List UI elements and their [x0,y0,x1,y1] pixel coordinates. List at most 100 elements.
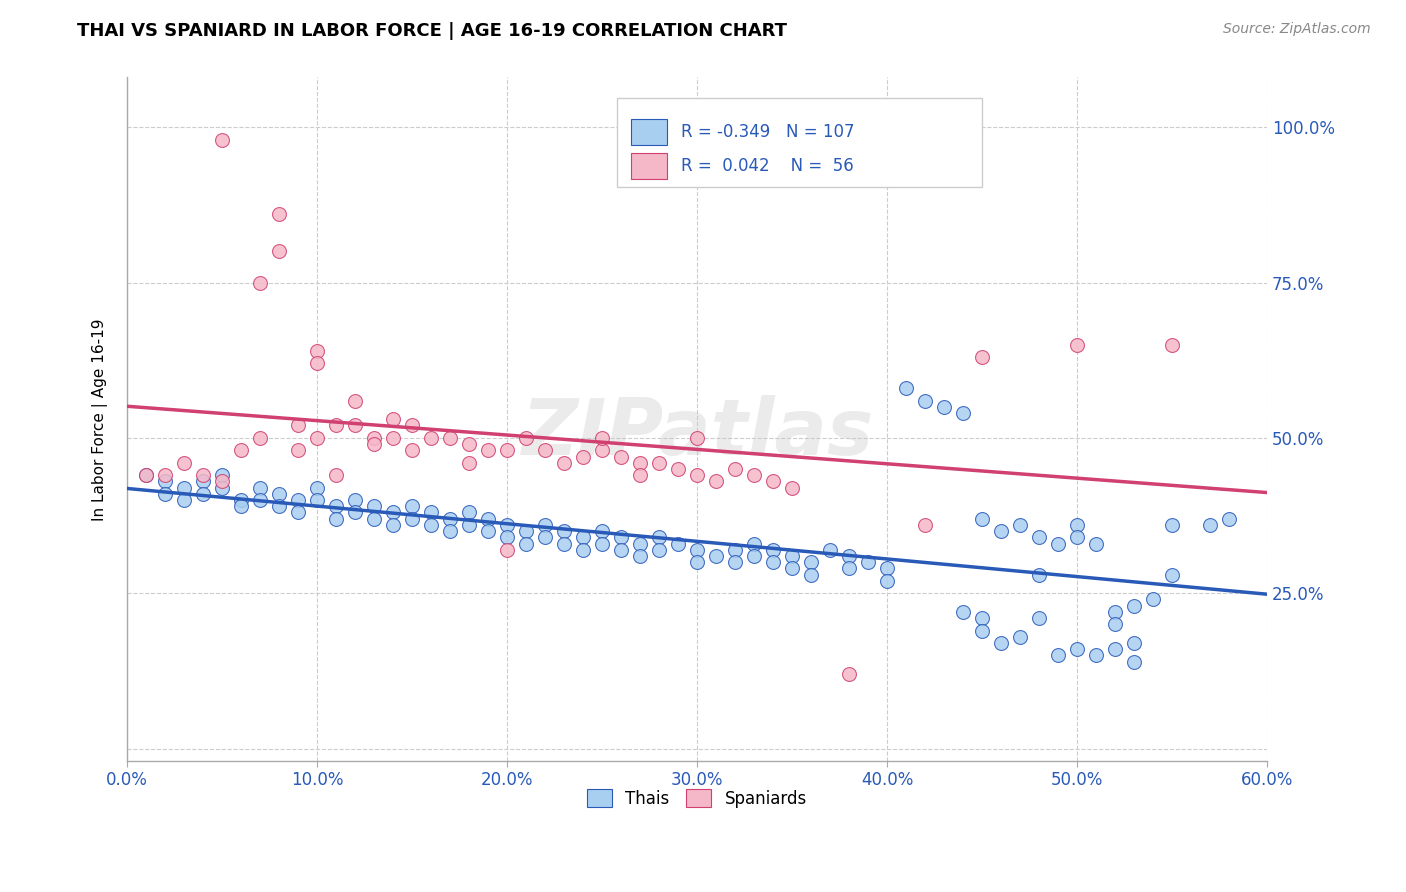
Point [591,536,613,550]
Point [229,500,252,514]
Point [724,542,747,557]
Point [780,561,803,575]
Point [135,468,157,483]
Point [211,468,233,483]
Point [1084,648,1107,663]
Point [970,611,993,625]
Point [363,500,385,514]
Point [135,468,157,483]
Point [686,542,709,557]
Point [439,524,461,538]
Point [648,542,671,557]
Point [1008,630,1031,644]
Point [952,406,974,420]
Point [1066,337,1088,351]
Point [211,481,233,495]
Point [477,443,499,458]
Text: R = -0.349   N = 107: R = -0.349 N = 107 [681,123,855,141]
Point [1028,611,1050,625]
Point [1028,530,1050,544]
Point [1104,642,1126,657]
Point [1218,511,1240,525]
Point [914,517,936,532]
Point [173,481,195,495]
Text: ZIPatlas: ZIPatlas [520,395,873,471]
Point [305,493,328,508]
Point [287,506,309,520]
Point [420,431,443,445]
Point [724,462,747,476]
Point [1142,592,1164,607]
Point [1161,337,1184,351]
Point [173,456,195,470]
Point [267,207,290,221]
Point [249,431,271,445]
Point [1028,567,1050,582]
Point [229,443,252,458]
Point [724,555,747,569]
Point [1104,605,1126,619]
Point [287,418,309,433]
Point [780,549,803,563]
Point [628,536,651,550]
Point [648,456,671,470]
Point [628,468,651,483]
Point [553,456,575,470]
Point [458,517,481,532]
Point [401,443,423,458]
Point [1008,517,1031,532]
Point [249,276,271,290]
Point [610,542,633,557]
Text: THAI VS SPANIARD IN LABOR FORCE | AGE 16-19 CORRELATION CHART: THAI VS SPANIARD IN LABOR FORCE | AGE 16… [77,22,787,40]
Point [191,487,214,501]
Point [742,468,765,483]
Point [704,475,727,489]
Point [1122,655,1144,669]
Point [1199,517,1222,532]
Text: Source: ZipAtlas.com: Source: ZipAtlas.com [1223,22,1371,37]
Point [686,431,709,445]
Point [229,493,252,508]
Point [477,511,499,525]
Bar [631,120,668,145]
Point [762,555,785,569]
Point [534,530,557,544]
Point [648,530,671,544]
Point [800,555,823,569]
Point [686,555,709,569]
Point [344,393,367,408]
Point [211,132,233,146]
Point [458,456,481,470]
Point [762,542,785,557]
Point [572,542,595,557]
Point [153,468,176,483]
Point [382,431,405,445]
Point [1066,530,1088,544]
Point [401,418,423,433]
Point [856,555,879,569]
Point [742,536,765,550]
Point [305,481,328,495]
Point [780,481,803,495]
Point [363,511,385,525]
Point [970,350,993,364]
Text: R =  0.042    N =  56: R = 0.042 N = 56 [681,157,853,176]
Point [477,524,499,538]
Point [591,431,613,445]
Point [686,468,709,483]
Point [932,400,955,414]
Point [249,493,271,508]
Point [610,530,633,544]
Point [990,636,1012,650]
Point [553,524,575,538]
Point [534,517,557,532]
Bar [617,98,981,186]
Point [610,450,633,464]
Point [153,487,176,501]
Point [496,530,519,544]
Point [267,244,290,259]
Point [344,418,367,433]
Point [1066,642,1088,657]
Point [876,574,898,588]
Point [1161,517,1184,532]
